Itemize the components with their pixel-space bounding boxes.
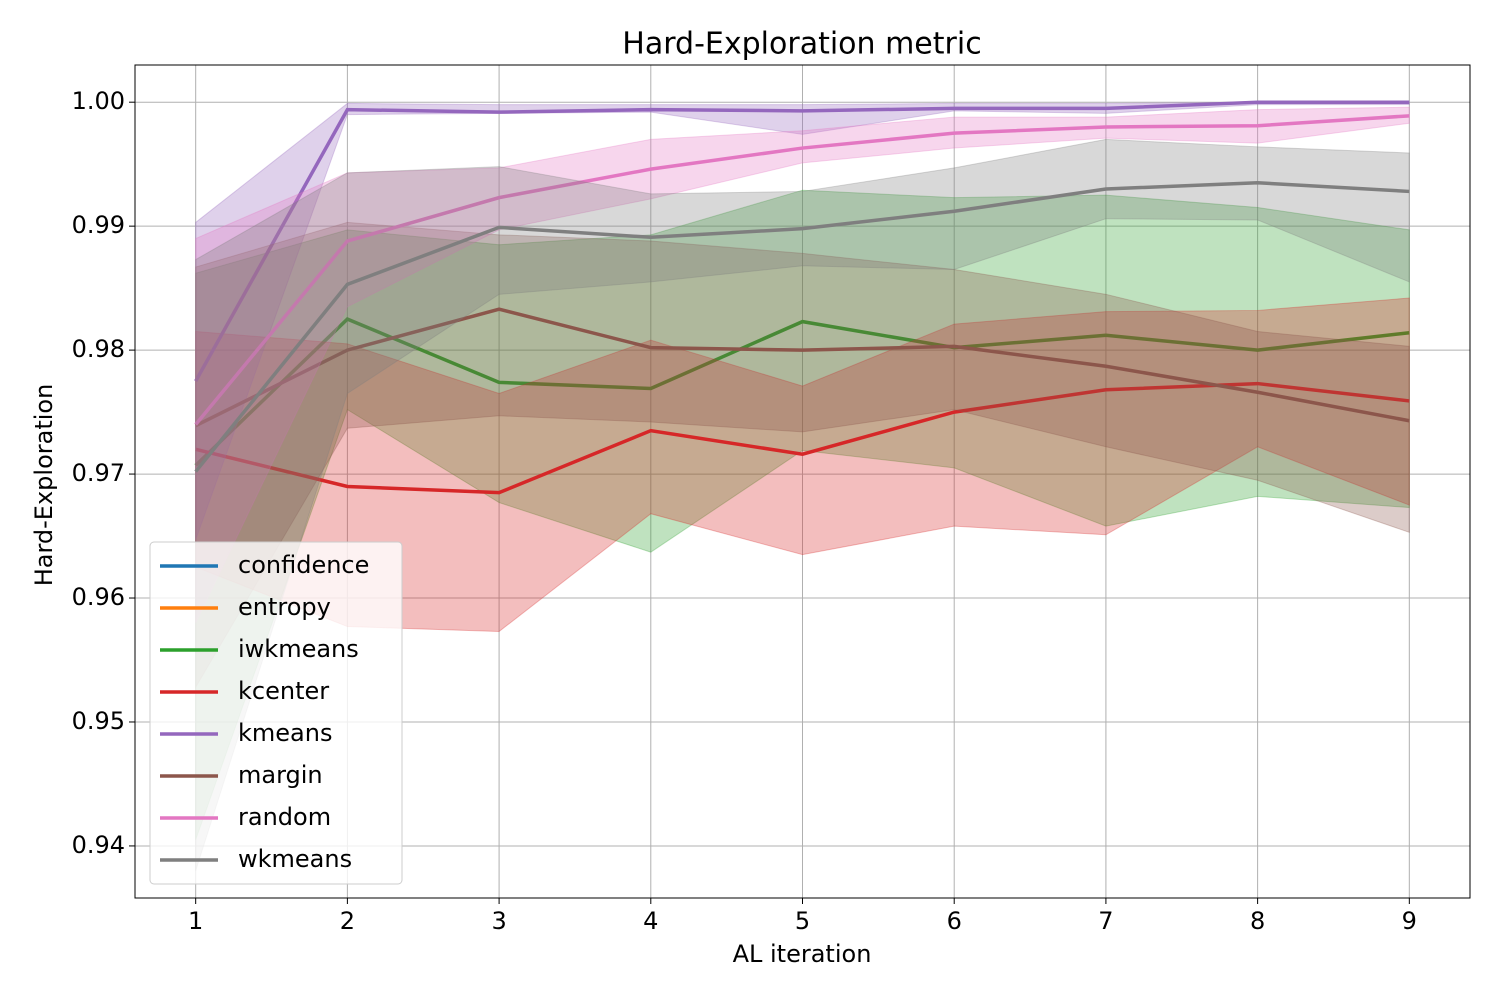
x-tick-label: 4	[643, 907, 658, 935]
x-tick-label: 6	[947, 907, 962, 935]
y-tick-label: 0.94	[72, 831, 125, 859]
x-tick-label: 1	[188, 907, 203, 935]
confidence-band	[195, 189, 1410, 840]
y-tick-label: 0.99	[72, 211, 125, 239]
confidence-band	[195, 297, 1410, 632]
series-line	[194, 100, 1410, 382]
x-tick-label: 3	[491, 907, 506, 935]
series-line	[194, 307, 1410, 428]
legend-label: kcenter	[238, 677, 329, 705]
legend-label: confidence	[238, 551, 369, 579]
x-tick-label: 2	[340, 907, 355, 935]
y-tick-label: 1.00	[72, 87, 125, 115]
x-axis-label: AL iteration	[733, 940, 872, 968]
x-tick-label: 7	[1098, 907, 1113, 935]
confidence-band	[195, 221, 1410, 690]
legend-label: wkmeans	[238, 845, 352, 873]
series-line	[195, 381, 1410, 495]
y-tick-label: 0.95	[72, 707, 125, 735]
legend-label: kmeans	[238, 719, 332, 747]
legend-box	[149, 541, 403, 885]
legend-label: random	[238, 803, 331, 831]
confidence-band	[195, 106, 1410, 624]
y-tick-label: 0.97	[72, 459, 125, 487]
legend-label: iwkmeans	[238, 635, 359, 663]
confidence-band	[195, 138, 1410, 871]
series-line	[194, 181, 1410, 473]
x-tick-label: 9	[1402, 907, 1417, 935]
x-tick-label: 8	[1250, 907, 1265, 935]
legend-label: margin	[238, 761, 323, 789]
x-tick-label: 5	[795, 907, 810, 935]
y-tick-label: 0.96	[72, 583, 125, 611]
y-axis-label: Hard-Exploration	[30, 384, 58, 587]
y-tick-label: 0.98	[72, 335, 125, 363]
plot-frame	[134, 64, 1471, 899]
legend-label: entropy	[238, 593, 331, 621]
series-line	[194, 317, 1410, 467]
chart-title: Hard-Exploration metric	[622, 27, 981, 62]
series-line	[194, 114, 1410, 426]
